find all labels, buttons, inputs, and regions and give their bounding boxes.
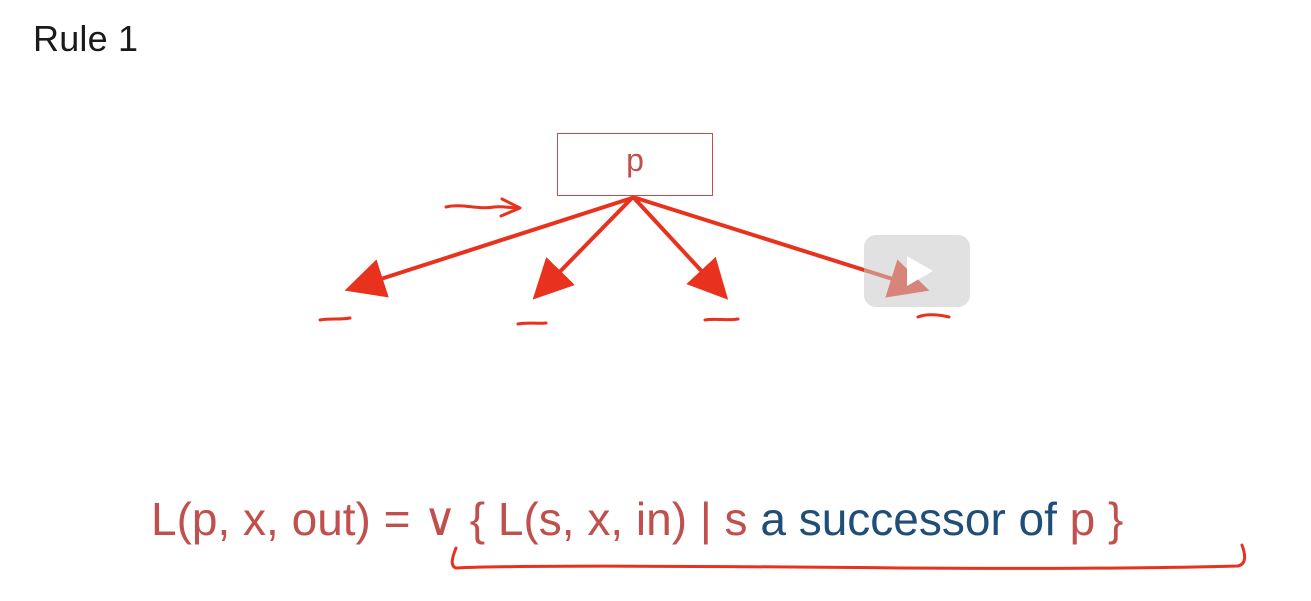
successor-blank-1 [318, 316, 352, 322]
play-icon [907, 256, 933, 286]
slide-title: Rule 1 [33, 18, 139, 59]
node-p-box: p [557, 133, 713, 196]
formula-join: ∨ { L(s, x, in) | s [423, 493, 761, 545]
formula-underline-brace [450, 543, 1247, 570]
pointer-arrow [444, 204, 521, 210]
successor-arrow-2 [532, 196, 634, 300]
formula-lhs: L(p, x, out) = [151, 493, 424, 545]
pointer-arrow-head [499, 197, 522, 218]
successor-arrow-1 [344, 196, 634, 298]
node-p-label: p [626, 142, 644, 178]
video-play-button[interactable] [864, 235, 970, 307]
successor-blank-3 [703, 317, 740, 322]
formula-successor-text: a successor of [760, 493, 1057, 545]
successor-arrow-3 [632, 196, 729, 300]
successor-blank-4 [916, 313, 951, 319]
formula-var-p: p [1056, 493, 1096, 545]
formula-close-brace: } [1095, 493, 1124, 545]
formula: L(p, x, out) = ∨ { L(s, x, in) | s a suc… [151, 492, 1123, 546]
successor-blank-2 [516, 321, 548, 326]
